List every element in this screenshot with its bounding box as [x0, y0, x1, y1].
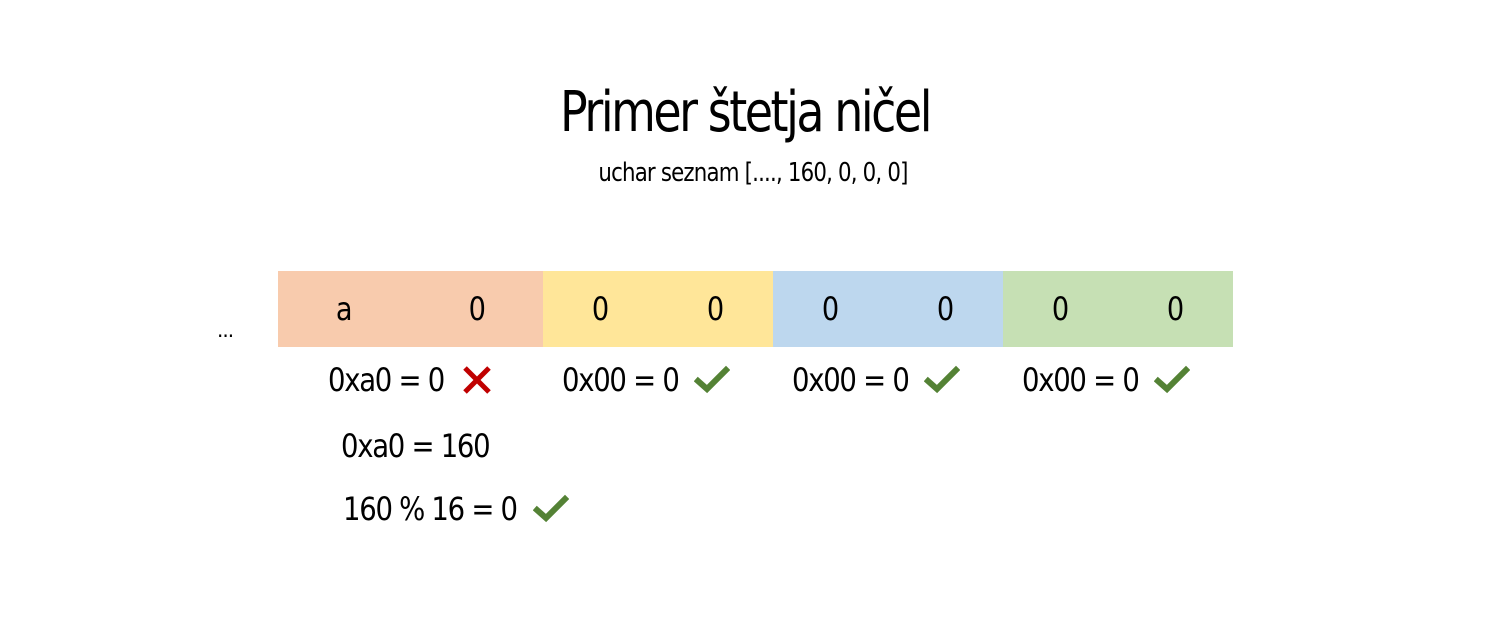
nibble-high: 0	[821, 290, 840, 328]
byte-cell-0: a 0	[278, 271, 543, 347]
check-icon	[923, 362, 960, 398]
check-icon	[1153, 362, 1190, 398]
byte-check-text: 0x00 = 0	[562, 361, 680, 399]
byte-check-2: 0x00 = 0	[792, 355, 960, 405]
nibble-low: 0	[1166, 290, 1185, 328]
byte-row: a 0 0 0 0 0 0 0	[278, 271, 1233, 347]
diagram-subtitle: uchar seznam [...., 160, 0, 0, 0]	[598, 158, 908, 188]
byte-cell-2: 0 0	[773, 271, 1003, 347]
byte-check-text: 0xa0 = 0	[328, 361, 445, 399]
nibble-high: 0	[1051, 290, 1070, 328]
nibble-low: 0	[468, 290, 486, 328]
byte-cell-3: 0 0	[1003, 271, 1233, 347]
nibble-high: 0	[591, 290, 610, 328]
check-icon	[693, 362, 730, 398]
diagram-title: Primer štetja ničel	[559, 80, 932, 145]
check-icon	[532, 491, 570, 527]
byte-check-3: 0x00 = 0	[1022, 355, 1190, 405]
modulo-text: 160 % 16 = 0	[343, 490, 518, 528]
byte-check-1: 0x00 = 0	[562, 355, 730, 405]
nibble-high: a	[335, 290, 353, 328]
byte-check-text: 0x00 = 0	[1022, 361, 1140, 399]
nibble-low: 0	[706, 290, 725, 328]
conversion-line: 0xa0 = 160	[341, 427, 491, 465]
byte-cell-1: 0 0	[543, 271, 773, 347]
nibble-low: 0	[936, 290, 955, 328]
byte-check-0: 0xa0 = 0	[328, 355, 495, 405]
modulo-line: 160 % 16 = 0	[343, 490, 570, 528]
cross-icon	[459, 362, 495, 398]
byte-check-text: 0x00 = 0	[792, 361, 910, 399]
byte-checks-row: 0xa0 = 0 0x00 = 0 0x00 = 0 0x00 = 0	[0, 355, 1500, 405]
leading-ellipsis: ...	[217, 318, 234, 342]
